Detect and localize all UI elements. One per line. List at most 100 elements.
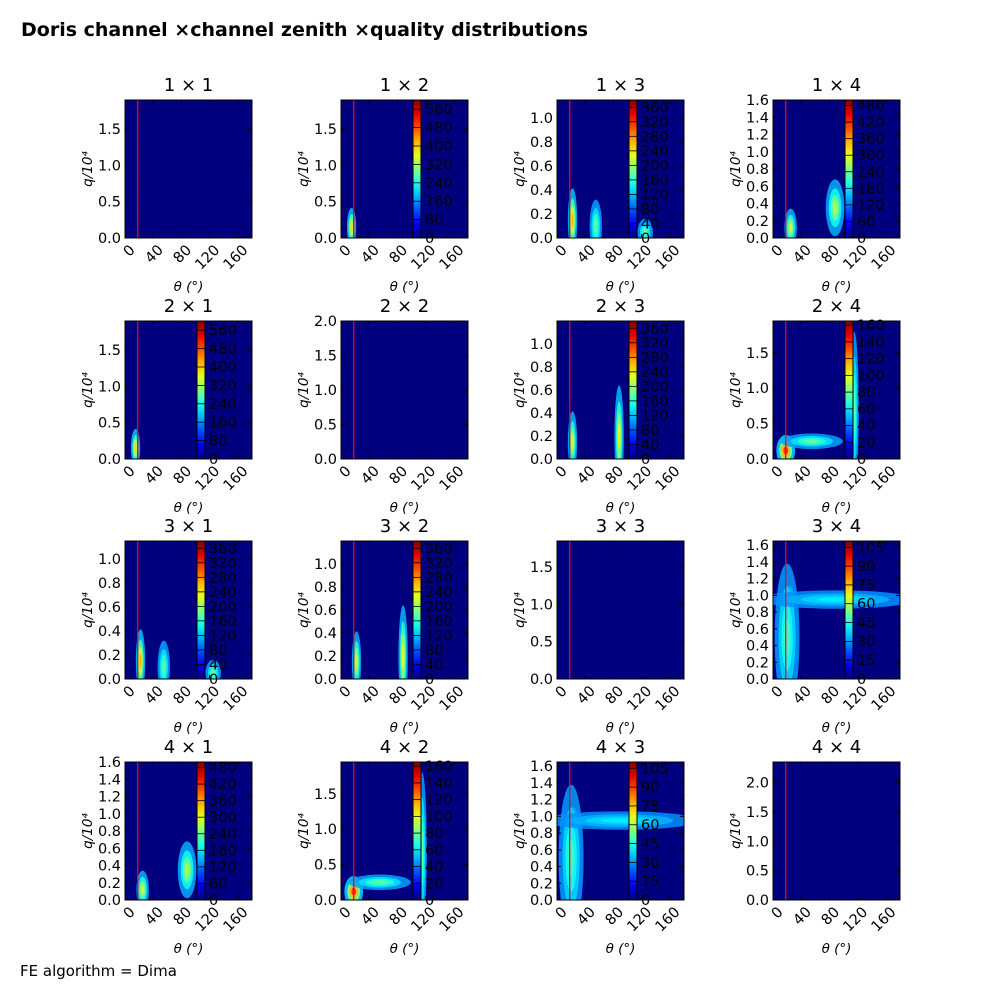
y-tick-label: 1.4 [530, 776, 553, 792]
colorbar-tick-label: 160 [209, 415, 237, 431]
colorbar-tick-label: 40 [641, 216, 659, 232]
heatmap-cell-1-3 [162, 660, 166, 674]
colorbar-tick-label: 320 [641, 336, 669, 352]
y-tick-label: 0.2 [530, 207, 553, 223]
x-tick-label: 80 [603, 242, 627, 266]
colorbar [844, 99, 854, 239]
x-tick-label: 40 [358, 683, 382, 707]
y-tick-label: 0.0 [314, 672, 337, 688]
x-tick-label: 80 [171, 683, 195, 707]
y-tick-label: 1.0 [746, 588, 769, 604]
y-tick-label: 1.0 [530, 809, 553, 825]
colorbar-tick-label: 120 [425, 628, 453, 644]
x-axis-label: θ (°) [390, 941, 420, 957]
colorbar-tick-label: 200 [641, 158, 669, 174]
heatmap-background [125, 321, 252, 459]
colorbar-tick-label: 60 [857, 214, 875, 230]
y-tick-label: 0.8 [746, 605, 769, 621]
x-tick-label: 40 [790, 242, 814, 266]
colorbar-tick-label: 320 [425, 556, 453, 572]
heatmap-cell-1-3 [784, 618, 791, 656]
y-tick-label: 2.0 [746, 776, 769, 792]
y-tick-label: 0.0 [746, 893, 769, 909]
colorbar-tick-label: 80 [641, 423, 659, 439]
y-tick-label: 1.6 [746, 538, 769, 554]
colorbar [628, 320, 638, 460]
x-tick-label: 80 [603, 683, 627, 707]
x-tick-label: 40 [790, 904, 814, 928]
y-tick-label: 1.4 [746, 110, 769, 126]
colorbar-tick-label: 0 [857, 672, 866, 688]
colorbar-tick-label: 200 [641, 379, 669, 395]
heatmap-background [773, 762, 900, 900]
y-tick-label: 0.5 [98, 195, 121, 211]
x-tick-label: 160 [221, 683, 252, 714]
y-axis-label: q/10⁴ [296, 151, 312, 187]
x-tick-label: 120 [408, 463, 439, 494]
colorbar-tick-label: 240 [209, 827, 237, 843]
colorbar-tick-label: 0 [209, 452, 218, 468]
colorbar-tick-label: 60 [209, 876, 227, 892]
x-tick-label: 40 [358, 463, 382, 487]
y-tick-label: 1.2 [746, 128, 769, 144]
heatmap-background [557, 100, 684, 238]
colorbar-tick-label: 80 [641, 202, 659, 218]
y-tick-label: 1.0 [98, 158, 121, 174]
colorbar-tick-label: 360 [209, 794, 237, 810]
colorbar-tick-label: 45 [857, 616, 875, 632]
colorbar-tick-label: 100 [425, 809, 453, 825]
colorbar-tick-label: 160 [425, 614, 453, 630]
y-tick-label: 0.0 [746, 672, 769, 688]
y-axis-label: q/10⁴ [80, 372, 96, 408]
x-tick-label: 0 [769, 683, 787, 701]
colorbar-tick-label: 180 [209, 843, 237, 859]
x-tick-label: 80 [171, 242, 195, 266]
y-tick-label: 0.8 [314, 580, 337, 596]
x-tick-label: 80 [819, 463, 843, 487]
y-tick-label: 0.4 [314, 626, 337, 642]
x-tick-label: 160 [869, 463, 900, 494]
colorbar-tick-label: 60 [857, 402, 875, 418]
colorbar-tick-label: 300 [857, 148, 885, 164]
x-tick-label: 80 [603, 463, 627, 487]
y-tick-label: 1.5 [746, 805, 769, 821]
subplot-title: 4 × 3 [596, 737, 645, 758]
colorbar-tick-label: 280 [209, 570, 237, 586]
colorbar-tick-label: 240 [641, 144, 669, 160]
x-axis-label: θ (°) [822, 500, 852, 516]
x-tick-label: 160 [869, 242, 900, 273]
x-tick-label: 160 [653, 683, 684, 714]
x-tick-label: 160 [437, 463, 468, 494]
subplot-3x4: 3 × 40.00.20.40.60.81.01.21.41.60 40 80120… [728, 516, 901, 736]
x-tick-label: 160 [653, 242, 684, 273]
colorbar-tick-label: 75 [857, 578, 875, 594]
x-tick-label: 0 [769, 904, 787, 922]
x-axis-label: θ (°) [822, 279, 852, 295]
subplot-title: 1 × 3 [596, 75, 645, 96]
colorbar-tick-label: 160 [209, 614, 237, 630]
heatmap-hotspots [130, 428, 141, 459]
colorbar-tick-label: 240 [209, 585, 237, 601]
colorbar-tick-label: 300 [209, 810, 237, 826]
colorbar-tick-label: 480 [209, 761, 237, 777]
x-axis-label: θ (°) [822, 941, 852, 957]
y-axis-label: q/10⁴ [512, 813, 528, 849]
x-tick-label: 160 [437, 242, 468, 273]
colorbar-tick-label: 420 [857, 115, 885, 131]
y-tick-label: 1.4 [98, 772, 121, 788]
y-tick-label: 0.6 [746, 622, 769, 638]
colorbar-tick-label: 80 [425, 643, 443, 659]
heatmap-background [125, 541, 252, 679]
y-tick-label: 1.0 [314, 822, 337, 838]
y-tick-label: 0.0 [98, 672, 121, 688]
x-tick-label: 160 [221, 242, 252, 273]
x-tick-label: 80 [819, 683, 843, 707]
colorbar-tick-label: 140 [857, 335, 885, 351]
colorbar-tick-label: 40 [209, 657, 227, 673]
colorbar-tick-label: 30 [641, 855, 659, 871]
colorbar-tick-label: 560 [209, 323, 237, 339]
x-tick-label: 120 [840, 242, 871, 273]
